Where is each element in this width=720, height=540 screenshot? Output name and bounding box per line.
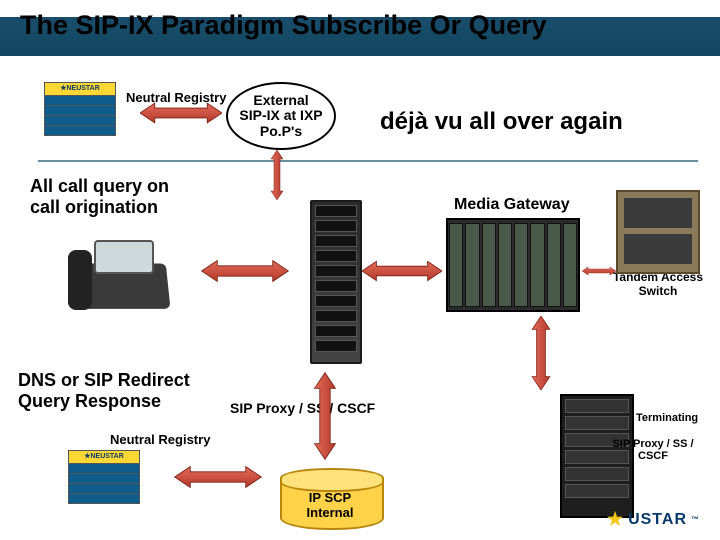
- tandem-access-switch: [616, 190, 700, 274]
- arrow-chassis-to-term: [528, 316, 554, 390]
- dns-line1: DNS or SIP Redirect: [18, 370, 190, 391]
- divider-line: [38, 160, 698, 162]
- sip-proxy-term-label: SIP Proxy / SS / CSCF: [588, 438, 718, 462]
- neustar-logo: ★ USTAR ™: [607, 509, 700, 530]
- all-call-query-label: All call query on call origination: [30, 176, 169, 218]
- dns-line2: Query Response: [18, 391, 190, 412]
- ip-phone-icon: [68, 230, 178, 320]
- arrow-db-to-oval: [140, 100, 222, 126]
- star-icon: ★: [607, 509, 624, 530]
- deja-vu-text: déjà vu all over again: [380, 108, 623, 136]
- external-sipix-oval: External SIP-IX at IXP Po.P's: [226, 82, 336, 150]
- tandem-access-label: Tandem Access Switch: [603, 270, 713, 298]
- neutral-registry-label-bottom: Neutral Registry: [110, 432, 230, 447]
- spt-line1: SIP Proxy / SS /: [588, 438, 718, 450]
- neustar-logo-text: USTAR: [628, 511, 687, 529]
- arrow-phone-to-rack: [186, 258, 304, 284]
- neutral-registry-db-bottom: ★NEUSTAR: [68, 450, 138, 506]
- all-call-line1: All call query on: [30, 176, 169, 197]
- tandem-line2: Switch: [603, 284, 713, 298]
- arrow-chassis-to-equip: [582, 258, 616, 284]
- arrow-rack-to-chassis: [362, 258, 442, 284]
- dns-redirect-label: DNS or SIP Redirect Query Response: [18, 370, 190, 412]
- neustar-badge-2: ★NEUSTAR: [68, 450, 140, 464]
- media-gateway-chassis: [446, 218, 580, 312]
- sip-proxy-center-label: SIP Proxy / SS / CSCF: [230, 400, 375, 416]
- spt-line2: CSCF: [588, 450, 718, 462]
- ip-scp-cylinder: IP SCP Internal: [280, 468, 380, 528]
- media-gateway-label: Media Gateway: [454, 196, 570, 214]
- oval-line2: SIP-IX at IXP: [239, 108, 322, 123]
- neutral-registry-db-top: ★NEUSTAR: [44, 82, 114, 138]
- oval-line3: Po.P's: [260, 124, 302, 139]
- neustar-badge: ★NEUSTAR: [44, 82, 116, 96]
- sip-proxy-rack: [310, 200, 362, 364]
- arrow-oval-to-rack: [264, 150, 290, 200]
- slide-title: The SIP-IX Paradigm Subscribe Or Query: [20, 10, 547, 41]
- terminating-label: Terminating: [636, 412, 698, 424]
- ipscp-line1: IP SCP: [280, 490, 380, 505]
- ipscp-line2: Internal: [280, 505, 380, 520]
- arrow-db2-to-cyl: [160, 464, 276, 490]
- oval-line1: External: [253, 93, 308, 108]
- all-call-line2: call origination: [30, 197, 169, 218]
- arrow-rack-to-cyl: [312, 368, 338, 464]
